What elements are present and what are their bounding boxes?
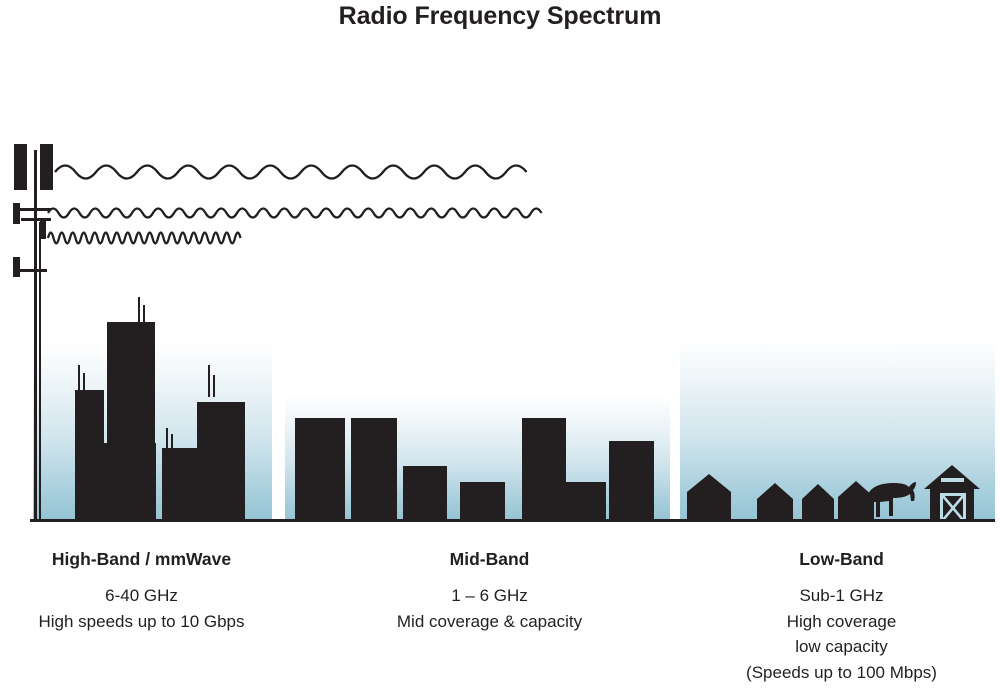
band-speed-mid: Mid coverage & capacity [396,611,583,631]
building-mid-3 [403,466,447,520]
page-title: Radio Frequency Spectrum [338,2,662,30]
building-antenna-4b [171,434,173,450]
band-frequency-high: 6-40 GHz [105,586,178,605]
dipole-antenna-lower [13,257,20,277]
building-antenna-4a [166,428,168,450]
wave-short-high-band [46,231,242,245]
panel-antenna-right [40,144,53,190]
band-capacity-low: low capacity [795,637,888,656]
band-title-low: Low-Band [799,549,884,569]
building-high-5 [197,402,245,520]
band-title-mid: Mid-Band [449,549,530,569]
dipole-crossbar-upper-1 [13,208,51,211]
building-high-3 [104,443,156,520]
wave-long-low-band [54,164,528,180]
band-title-high: High-Band / mmWave [51,549,232,569]
dipole-crossbar-lower [13,269,47,272]
band-speed-low: (Speeds up to 100 Mbps) [746,662,937,682]
caption-low-band: Low-Band Sub-1 GHz High coverage low cap… [700,549,983,685]
building-mid-5 [522,418,566,520]
dipole-antenna-upper [13,203,20,224]
band-frequency-low: Sub-1 GHz [799,586,884,605]
building-mid-6 [566,482,606,520]
ground-baseline [30,519,995,522]
sky-panel-low-band [680,308,995,520]
building-mid-4 [460,482,505,520]
tower-mast-main [34,150,37,520]
building-antenna-1a [78,365,80,393]
wave-medium-mid-band [47,207,543,219]
band-coverage-low: High coverage [786,611,897,631]
building-antenna-2b [143,305,145,323]
tower-mast-secondary [39,222,41,520]
caption-high-band: High-Band / mmWave 6-40 GHz High speeds … [0,549,283,634]
building-mid-1 [295,418,345,520]
building-antenna-1b [83,373,85,393]
dipole-stub-upper [40,221,46,239]
building-antenna-5b [213,375,215,397]
building-high-1 [75,390,104,520]
building-mid-2 [351,418,397,520]
band-frequency-mid: 1 – 6 GHz [451,586,528,605]
building-antenna-5a [208,365,210,397]
caption-mid-band: Mid-Band 1 – 6 GHz Mid coverage & capaci… [348,549,631,634]
band-speed-high: High speeds up to 10 Gbps [38,611,245,631]
building-mid-7 [609,441,654,520]
building-antenna-2a [138,297,140,323]
building-high-4 [162,448,202,520]
panel-antenna-left [14,144,27,190]
